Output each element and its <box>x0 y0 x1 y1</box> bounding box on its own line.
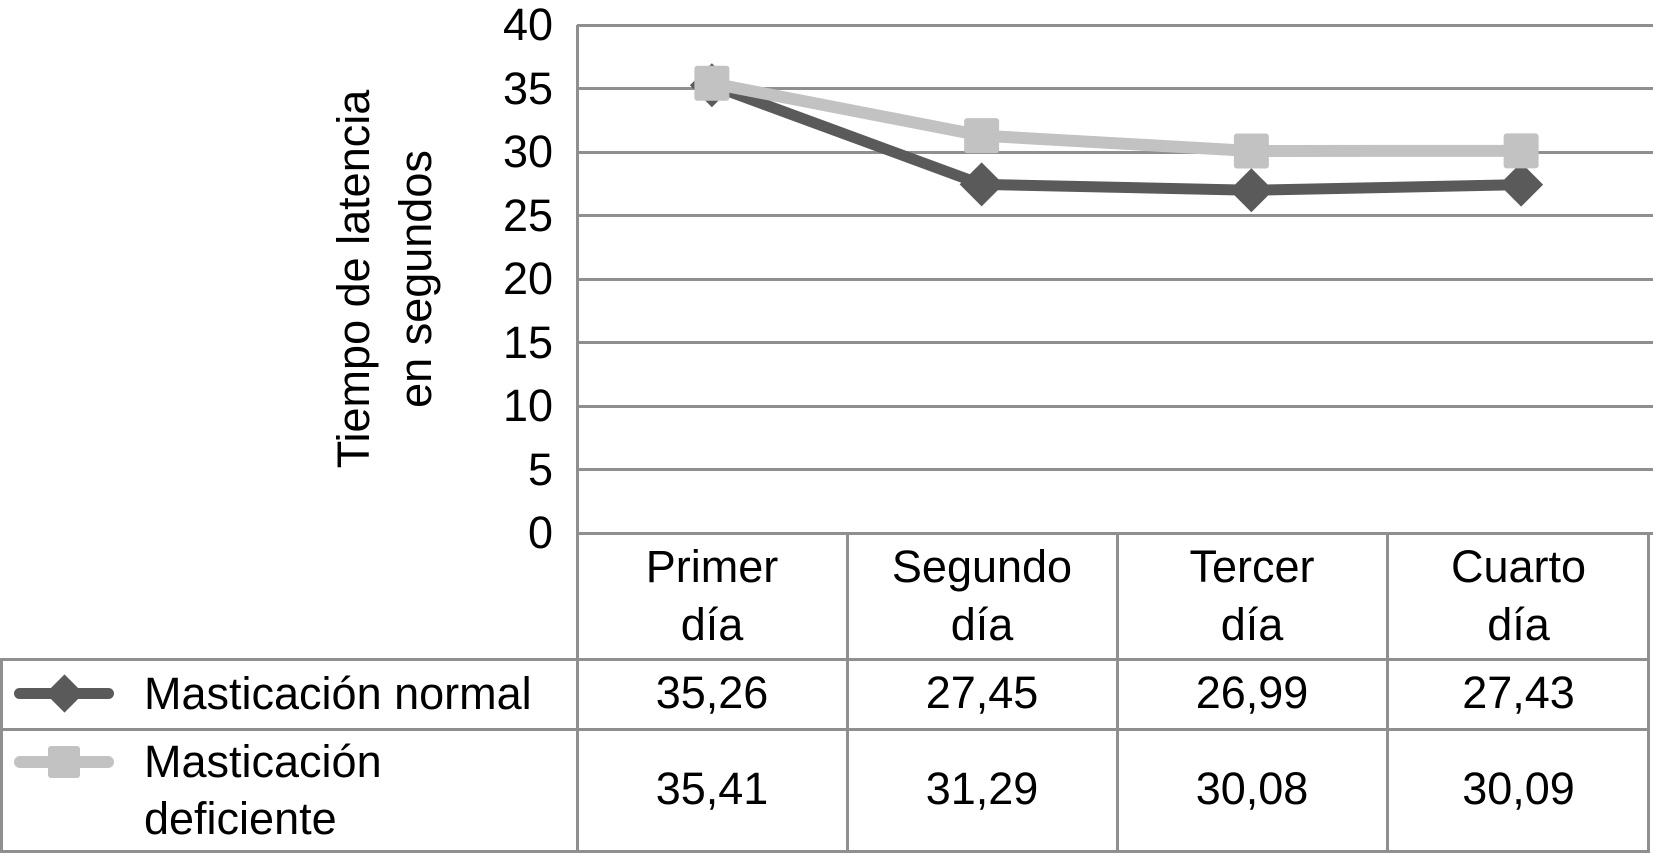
table-column-border <box>1386 533 1389 853</box>
value-cell: 26,99 <box>1195 667 1309 718</box>
series-line-deficiente <box>710 77 1522 157</box>
gridline <box>577 468 1653 471</box>
gridline <box>577 150 1653 154</box>
category-header-segundo-dia: Segundo día <box>891 540 1073 650</box>
table-right-border <box>1647 533 1650 853</box>
gridline <box>577 87 1653 90</box>
legend-label: Masticación normal <box>144 667 532 719</box>
diamond-data-point-marker <box>1229 168 1274 213</box>
table-bottom-border <box>0 850 1650 853</box>
table-column-border <box>846 533 849 853</box>
value-cell: 31,29 <box>925 763 1039 814</box>
value-cell: 30,08 <box>1195 763 1309 814</box>
value-cell: 27,45 <box>925 667 1039 718</box>
category-header-tercer-dia: Tercer día <box>1189 540 1315 650</box>
y-tick-label: 20 <box>502 253 553 304</box>
y-tick-label: 15 <box>502 316 553 368</box>
y-tick-label: 40 <box>502 0 553 50</box>
plot-area <box>689 63 1544 213</box>
gridline <box>577 404 1653 408</box>
y-tick-label: 10 <box>502 380 553 431</box>
square-data-point-marker <box>694 65 730 101</box>
series-line-normal <box>709 80 1522 196</box>
category-header-primer-dia: Primer día <box>645 540 779 650</box>
legend-row-masticacion-deficiente: Masticación deficiente <box>0 728 577 850</box>
legend-row-masticacion-normal: Masticación normal <box>0 658 577 728</box>
square-data-point-marker <box>1503 133 1539 169</box>
legend-key-square <box>14 733 114 790</box>
table-row-border <box>0 658 1650 661</box>
y-tick-label: 0 <box>527 507 553 558</box>
diamond-data-point-marker <box>959 162 1004 207</box>
table-left-border <box>0 658 3 853</box>
y-tick-label: 5 <box>527 443 553 495</box>
category-header-cuarto-dia: Cuarto día <box>1450 540 1587 650</box>
gridline <box>577 341 1653 344</box>
table-column-border <box>1116 533 1119 853</box>
y-axis-line <box>576 25 579 853</box>
y-tick-label: 35 <box>502 62 553 114</box>
table-row-border <box>0 728 1650 731</box>
diamond-data-point-marker <box>1499 162 1544 207</box>
diamond-marker-icon <box>44 673 84 713</box>
gridline <box>577 214 1653 217</box>
value-cell: 35,26 <box>655 667 769 718</box>
gridline <box>577 531 1653 535</box>
value-cell: 35,41 <box>655 763 769 814</box>
legend-key-diamond <box>14 665 114 722</box>
square-data-point-marker <box>964 118 1000 154</box>
y-tick-label: 25 <box>502 189 553 241</box>
value-cell: 27,43 <box>1462 667 1575 718</box>
legend-label: Masticación deficiente <box>144 736 382 844</box>
square-marker-icon <box>48 745 80 778</box>
square-data-point-marker <box>1233 133 1269 169</box>
gridline <box>577 23 1653 27</box>
gridline <box>577 277 1653 281</box>
y-tick-label: 30 <box>502 126 553 177</box>
value-cell: 30,09 <box>1462 763 1575 814</box>
